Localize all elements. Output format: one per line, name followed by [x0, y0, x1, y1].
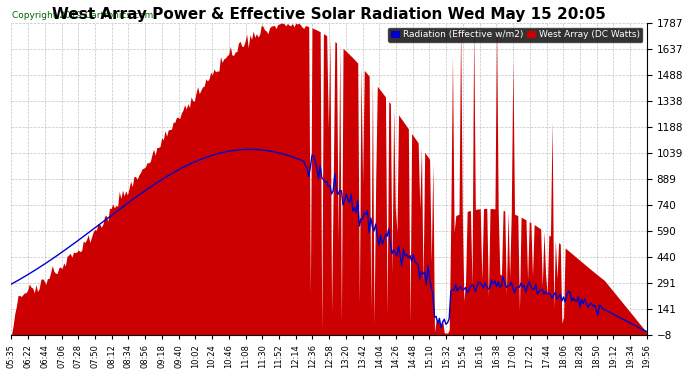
- Title: West Array Power & Effective Solar Radiation Wed May 15 20:05: West Array Power & Effective Solar Radia…: [52, 7, 606, 22]
- Text: Copyright 2019 Cartronics.com: Copyright 2019 Cartronics.com: [12, 11, 153, 20]
- Legend: Radiation (Effective w/m2), West Array (DC Watts): Radiation (Effective w/m2), West Array (…: [388, 28, 642, 42]
